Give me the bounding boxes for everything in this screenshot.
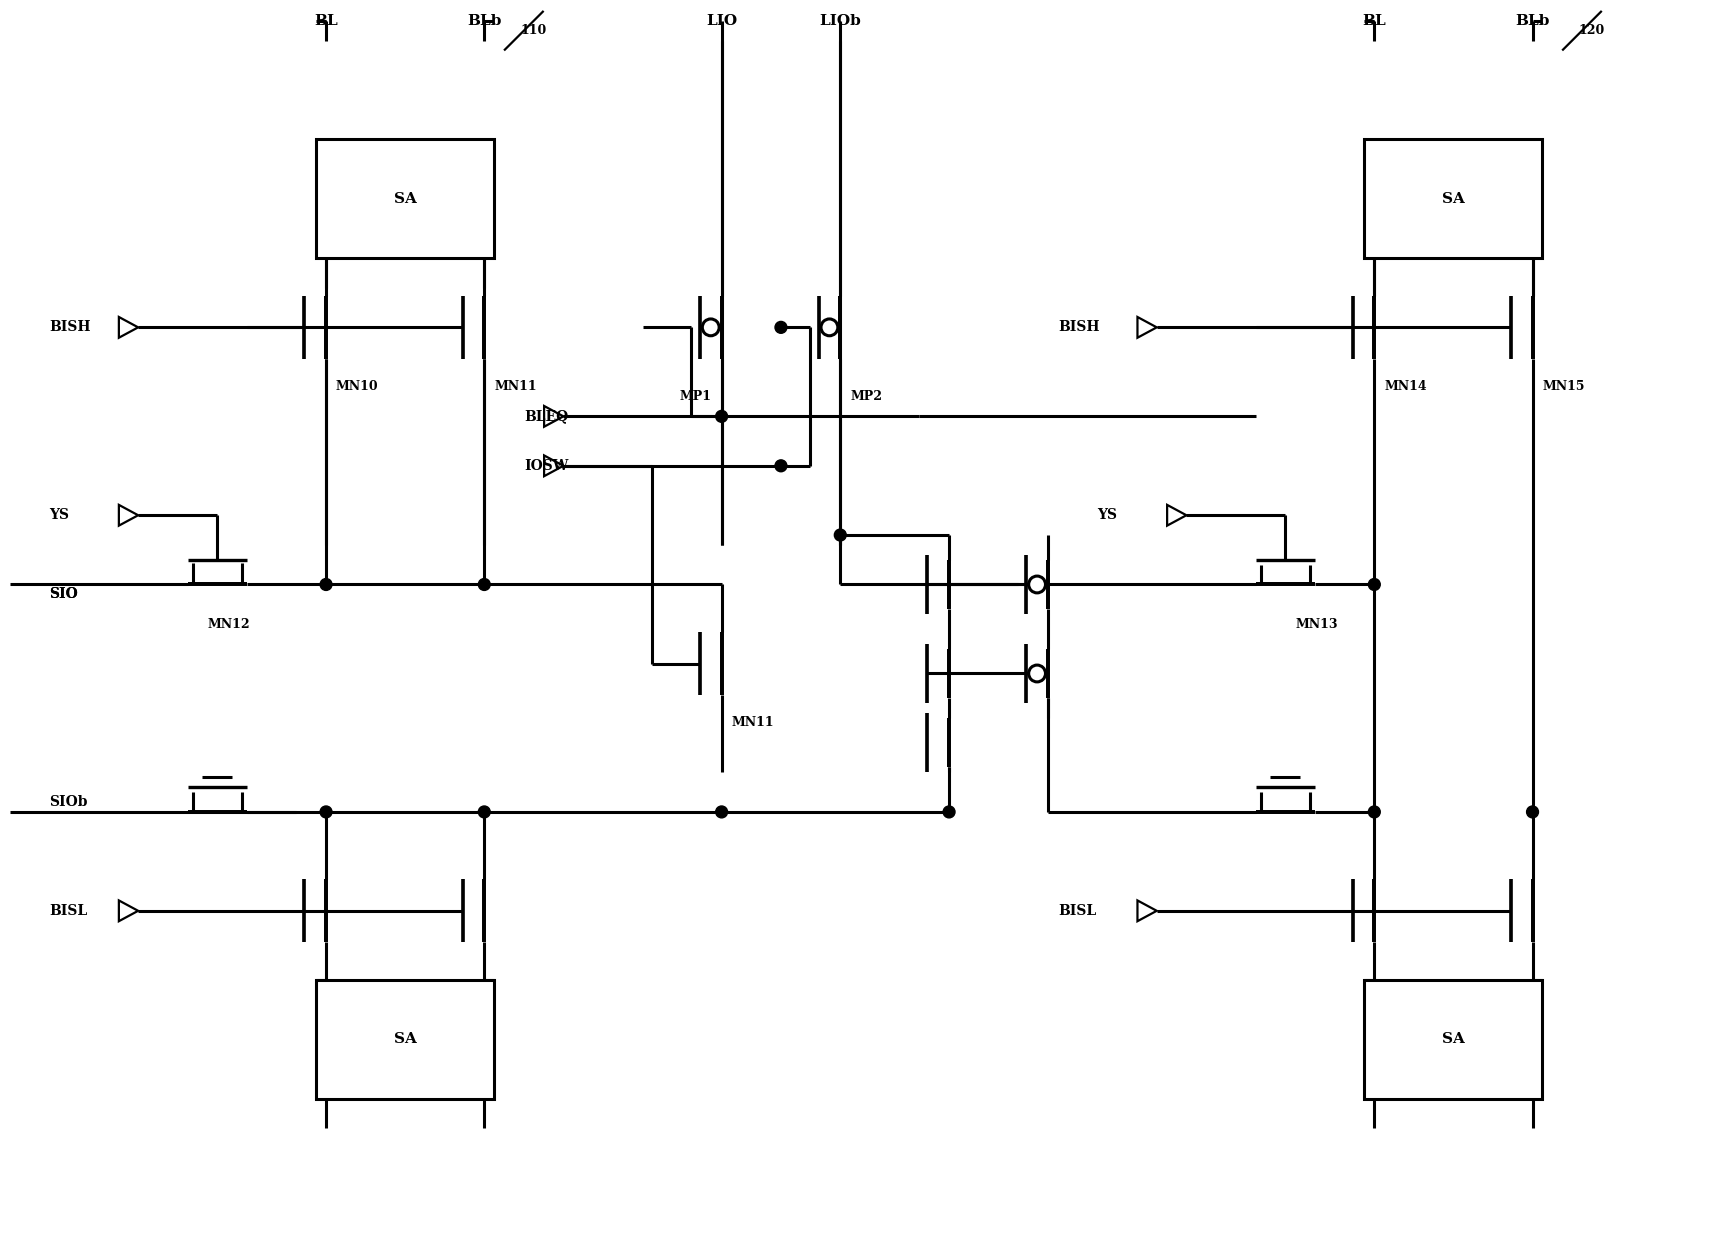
Text: BISL: BISL	[48, 904, 87, 918]
Text: SA: SA	[393, 192, 417, 206]
Circle shape	[703, 319, 719, 336]
Circle shape	[320, 806, 333, 818]
Polygon shape	[1167, 505, 1186, 525]
Text: SA: SA	[1443, 192, 1465, 206]
Text: YS: YS	[1098, 508, 1117, 522]
Text: IOSW: IOSW	[523, 459, 568, 473]
Text: BLb: BLb	[468, 14, 502, 28]
Text: MP1: MP1	[679, 390, 712, 403]
Text: SIO: SIO	[48, 587, 78, 602]
Polygon shape	[120, 900, 139, 922]
Text: BL: BL	[1363, 14, 1386, 28]
Text: MP2: MP2	[850, 390, 882, 403]
Text: BISL: BISL	[1058, 904, 1096, 918]
Bar	[1365, 981, 1543, 1099]
Polygon shape	[120, 317, 139, 337]
Polygon shape	[544, 406, 563, 426]
Text: SA: SA	[393, 1032, 417, 1046]
Polygon shape	[120, 505, 139, 525]
Text: BLb: BLb	[1516, 14, 1550, 28]
Circle shape	[715, 410, 727, 423]
Circle shape	[774, 460, 786, 472]
Circle shape	[1029, 576, 1046, 593]
Text: SIOb: SIOb	[48, 795, 88, 809]
Circle shape	[944, 806, 954, 818]
Polygon shape	[1138, 317, 1157, 337]
Text: BISH: BISH	[48, 320, 90, 335]
Polygon shape	[1138, 900, 1157, 922]
Circle shape	[320, 578, 333, 591]
Text: MN11: MN11	[494, 380, 537, 394]
Text: MN12: MN12	[208, 617, 249, 631]
Text: 120: 120	[1580, 24, 1606, 38]
Text: BLEQ: BLEQ	[523, 409, 568, 424]
Text: 110: 110	[521, 24, 547, 38]
Circle shape	[478, 806, 490, 818]
Bar	[317, 981, 494, 1099]
Circle shape	[1029, 665, 1046, 682]
Text: LIO: LIO	[707, 14, 738, 28]
Circle shape	[774, 321, 786, 334]
Text: YS: YS	[48, 508, 69, 522]
Circle shape	[821, 319, 838, 336]
Text: SIO: SIO	[48, 587, 78, 602]
Text: MN13: MN13	[1296, 617, 1337, 631]
Circle shape	[1368, 578, 1380, 591]
Circle shape	[835, 529, 847, 540]
Text: BL: BL	[313, 14, 338, 28]
Polygon shape	[544, 455, 563, 477]
Circle shape	[1368, 806, 1380, 818]
Text: SA: SA	[1443, 1032, 1465, 1046]
Circle shape	[1526, 806, 1538, 818]
Text: MN14: MN14	[1384, 380, 1427, 394]
Text: LIOb: LIOb	[819, 14, 861, 28]
Text: MN10: MN10	[336, 380, 379, 394]
Text: BISH: BISH	[1058, 320, 1100, 335]
Circle shape	[715, 806, 727, 818]
Circle shape	[478, 578, 490, 591]
Bar	[1365, 139, 1543, 258]
Bar	[317, 139, 494, 258]
Text: MN11: MN11	[731, 716, 774, 730]
Text: MN15: MN15	[1543, 380, 1585, 394]
